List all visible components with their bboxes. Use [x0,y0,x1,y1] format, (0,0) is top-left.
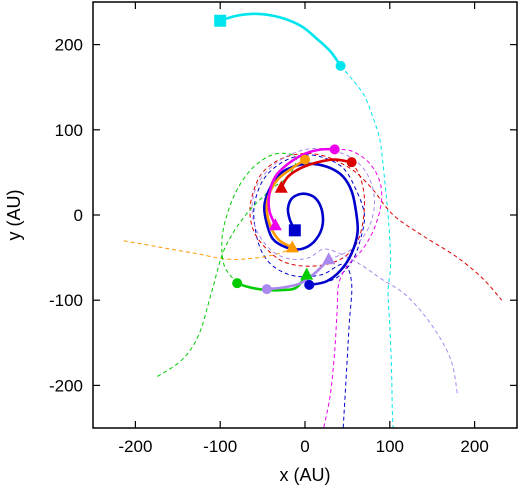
series-5-solid-path [267,147,336,227]
x-tick-label: 200 [460,437,488,456]
solid-trajectories [218,12,360,292]
y-tick-label: 100 [55,121,83,140]
series-7-end-marker [322,252,336,265]
series-6-solid-path [235,273,308,292]
series-5-end-marker [329,144,340,155]
x-tick-label: -200 [118,437,152,456]
series-3-solid-path [280,158,353,189]
series-5-start-marker [268,218,282,231]
series-4-start-marker [285,240,299,253]
y-tick-label: -200 [49,376,83,395]
trajectory-markers [214,14,357,295]
axis-ticks: -200 -100 0 100 200 -200 -100 0 100 200 [49,2,517,456]
series-2-dashed-path [253,154,366,428]
x-tick-label: -100 [203,437,237,456]
series-7-dashed-path [251,147,459,396]
y-axis-label: y (AU) [4,190,24,241]
series-6-dashed-path [156,152,298,378]
series-6-start-marker [232,278,243,289]
plot-frame [92,1,518,429]
series-1-start-marker [214,14,227,27]
series-6-end-marker [300,267,314,280]
series-1-dashed-path [340,65,394,428]
y-tick-label: -100 [49,291,83,310]
series-3-dashed-path [249,152,503,301]
dashed-trajectories [122,65,503,428]
series-2-solid-path [262,162,360,287]
series-1-solid-path [218,12,342,68]
x-axis-label: x (AU) [280,465,331,485]
series-3-end-marker [346,157,357,168]
y-tick-label: 0 [74,206,83,225]
x-tick-label: 100 [376,437,404,456]
series-5-dashed-path [323,148,383,428]
x-tick-label: 0 [300,437,309,456]
y-tick-label: 200 [55,36,83,55]
series-2-end-marker [304,279,315,290]
series-7-solid-path [265,258,330,291]
series-3-start-marker [274,180,288,193]
series-4-end-marker [300,154,310,165]
series-4-dashed-path [122,240,293,260]
series-4-solid-path [265,158,307,249]
series-7-start-marker [261,284,272,295]
series-1-end-marker [335,60,346,71]
series-2-start-marker [288,224,301,237]
